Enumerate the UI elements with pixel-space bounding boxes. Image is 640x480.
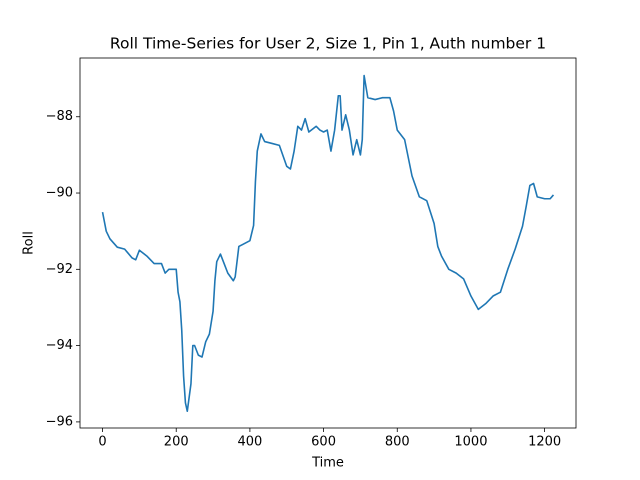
x-tick-label: 400	[237, 435, 262, 450]
y-tick-label: −92	[46, 262, 73, 277]
chart-title: Roll Time-Series for User 2, Size 1, Pin…	[110, 35, 546, 53]
y-tick-label: −96	[46, 414, 73, 429]
x-tick-label: 1200	[528, 435, 561, 450]
plot-frame	[79, 57, 577, 429]
y-axis-label: Roll	[22, 231, 37, 255]
x-tick-label: 800	[385, 435, 410, 450]
x-tick-label: 0	[98, 435, 106, 450]
y-tick-label: −88	[46, 109, 73, 124]
data-line	[101, 74, 555, 413]
x-tick-label: 1000	[454, 435, 487, 450]
y-tick-label: −94	[46, 338, 73, 353]
y-tick-label: −90	[46, 186, 73, 201]
x-axis-label: Time	[311, 456, 344, 471]
x-tick-label: 600	[311, 435, 336, 450]
x-tick-label: 200	[164, 435, 189, 450]
